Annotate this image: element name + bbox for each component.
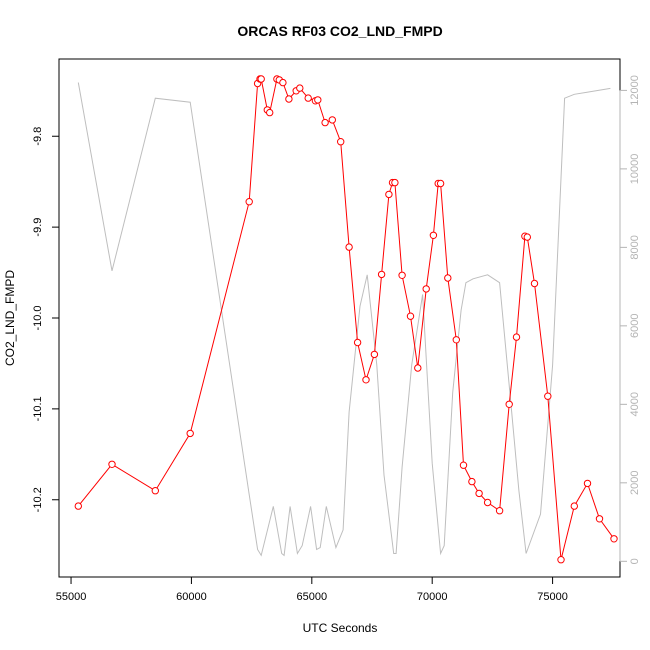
x-tick-label: 55000 (56, 591, 87, 603)
data-point (108, 460, 116, 468)
data-point (296, 84, 304, 92)
data-point (436, 179, 445, 188)
x-tick-label: 60000 (176, 591, 207, 603)
y-tick-label: -9.9 (32, 218, 44, 237)
data-point (345, 243, 353, 251)
data-point (429, 231, 438, 240)
x-axis-label: UTC Seconds (303, 621, 378, 635)
y2-tick-label: 12000 (629, 75, 641, 106)
y-axis-left: -9.8 -9.9 -10.0 -10.1 -10.2 (32, 127, 60, 512)
data-point (512, 333, 521, 341)
y-tick-label: -10.2 (32, 487, 44, 512)
data-point (391, 178, 399, 187)
data-point (452, 336, 460, 344)
data-point (544, 392, 552, 400)
y2-tick-label: 2000 (629, 471, 641, 495)
y-axis-right: 0 2000 4000 6000 8000 10000 12000 (619, 75, 641, 564)
data-point (468, 477, 476, 486)
y2-tick-label: 10000 (629, 154, 641, 185)
x-tick-label: 75000 (537, 591, 568, 603)
data-point (523, 233, 531, 241)
data-point (398, 271, 406, 279)
data-point (385, 190, 393, 199)
data-point (377, 270, 386, 279)
series-line-secondary (77, 82, 611, 557)
data-point (444, 274, 452, 282)
data-point (459, 461, 468, 469)
data-point (483, 498, 492, 507)
data-point (328, 116, 336, 124)
y2-tick-label: 6000 (629, 314, 641, 338)
data-point (304, 94, 312, 102)
data-point (583, 479, 592, 488)
data-point (279, 78, 287, 87)
data-point (74, 502, 83, 510)
plot-area (74, 75, 618, 564)
data-point (370, 350, 379, 359)
data-point (245, 198, 253, 206)
data-point (475, 489, 483, 498)
data-point (353, 338, 362, 347)
data-point (186, 429, 194, 438)
data-point (530, 279, 539, 288)
data-point (422, 285, 430, 293)
x-tick-label: 65000 (297, 591, 328, 603)
data-point (266, 108, 274, 117)
data-point (495, 507, 504, 515)
x-axis: 55000 60000 65000 70000 75000 (56, 576, 568, 603)
data-point (257, 75, 265, 83)
y-tick-label: -10.0 (32, 305, 44, 330)
data-point (570, 502, 578, 510)
y-tick-label: -9.8 (32, 127, 44, 146)
data-point (505, 400, 513, 408)
data-point (314, 96, 322, 104)
y2-tick-label: 0 (629, 558, 641, 564)
y-axis-label: CO2_LND_FMPD (3, 270, 17, 366)
x-tick-label: 70000 (417, 591, 448, 603)
data-point (414, 364, 422, 372)
data-point (337, 138, 345, 146)
y-tick-label: -10.1 (32, 396, 44, 421)
data-point (595, 515, 604, 523)
chart-title: ORCAS RF03 CO2_LND_FMPD (237, 23, 442, 39)
data-point (362, 376, 370, 384)
data-point (406, 312, 415, 320)
data-point (321, 118, 329, 127)
data-point (151, 487, 160, 495)
y2-tick-label: 4000 (629, 392, 641, 416)
data-point (610, 535, 618, 543)
data-point (285, 95, 293, 103)
y2-tick-label: 8000 (629, 235, 641, 259)
data-point (557, 556, 565, 564)
